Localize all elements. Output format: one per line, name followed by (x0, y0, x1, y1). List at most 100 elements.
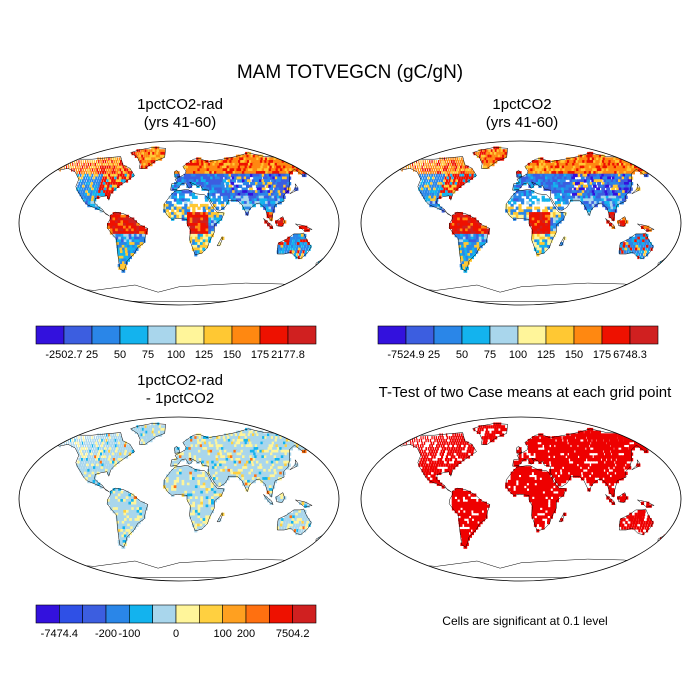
grid-cell (109, 171, 112, 175)
grid-cell (275, 192, 280, 197)
grid-cell (194, 520, 198, 525)
grid-cell (601, 173, 606, 178)
grid-cell (547, 220, 551, 224)
grid-cell (566, 157, 570, 161)
grid-cell (120, 255, 125, 260)
grid-cell (620, 244, 623, 249)
grid-cell (205, 223, 209, 227)
grid-cell (222, 468, 226, 473)
grid-cell (213, 203, 217, 208)
grid-cell (292, 515, 295, 519)
grid-cell (90, 477, 94, 481)
grid-cell (572, 182, 577, 186)
grid-cell (495, 154, 498, 158)
grid-cell (133, 427, 136, 432)
panel-title-line: (yrs 41-60) (143, 114, 217, 131)
grid-cell (610, 168, 615, 172)
grid-cell (106, 171, 109, 175)
grid-cell (286, 187, 291, 191)
grid-cell (117, 507, 122, 511)
grid-cell (200, 171, 204, 175)
grid-cell (87, 477, 91, 481)
grid-cell (597, 184, 602, 188)
grid-cell (589, 151, 594, 156)
grid-cell (120, 509, 125, 514)
grid-cell (117, 458, 121, 462)
grid-cell (200, 203, 204, 208)
grid-cell (273, 179, 278, 183)
grid-cell (274, 195, 278, 199)
grid-cell (232, 171, 237, 175)
grid-cell (268, 479, 272, 484)
grid-cell (148, 160, 151, 164)
grid-cell (628, 239, 632, 243)
grid-cell (470, 236, 475, 240)
grid-cell (486, 231, 490, 235)
grid-cell (577, 198, 582, 202)
grid-cell (245, 488, 249, 492)
grid-cell (210, 488, 215, 492)
grid-cell (122, 250, 127, 254)
grid-cell (419, 165, 421, 169)
grid-cell (276, 195, 281, 199)
grid-cell (465, 217, 469, 221)
grid-cell (126, 444, 129, 448)
grid-cell (125, 217, 129, 221)
grid-cell (557, 182, 562, 186)
grid-cell (454, 212, 458, 216)
grid-cell (116, 247, 121, 251)
grid-cell (454, 225, 458, 229)
grid-cell (176, 490, 180, 495)
grid-cell (273, 460, 278, 464)
grid-cell (144, 425, 147, 429)
grid-cell (120, 531, 125, 536)
grid-cell (208, 485, 212, 489)
grid-cell (133, 504, 137, 508)
grid-cell (396, 165, 398, 169)
grid-cell (115, 449, 118, 454)
grid-cell (119, 247, 124, 251)
grid-cell (140, 149, 143, 153)
grid-cell (221, 447, 225, 451)
grid-cell (149, 154, 152, 158)
grid-cell (423, 165, 426, 169)
grid-cell (81, 463, 84, 467)
grid-cell (76, 162, 78, 167)
grid-cell (266, 444, 271, 448)
grid-cell (95, 452, 98, 456)
coastline (558, 236, 566, 247)
grid-cell (120, 228, 124, 232)
grid-cell (604, 203, 609, 208)
grid-cell (274, 198, 279, 202)
grid-cell (538, 162, 542, 167)
grid-cell (642, 247, 645, 251)
grid-cell (398, 162, 400, 167)
grid-cell (107, 438, 110, 443)
grid-cell (260, 458, 264, 462)
grid-cell (254, 179, 259, 183)
grid-cell (271, 449, 276, 454)
grid-cell (544, 209, 549, 213)
grid-cell (239, 438, 243, 443)
grid-cell (457, 236, 462, 240)
grid-cell (210, 198, 214, 202)
grid-cell (253, 447, 258, 451)
grid-cell (639, 236, 643, 240)
grid-cell (202, 509, 207, 514)
grid-cell (168, 195, 172, 199)
grid-cell (98, 438, 101, 443)
grid-cell (307, 441, 313, 445)
grid-cell (535, 182, 539, 186)
grid-cell (431, 168, 433, 172)
grid-cell (616, 182, 621, 186)
grid-cell (210, 490, 215, 495)
grid-cell (179, 458, 183, 462)
grid-cell (639, 250, 642, 254)
grid-cell (238, 173, 242, 178)
grid-cell (280, 173, 285, 178)
grid-cell (186, 485, 191, 489)
grid-cell (269, 447, 275, 451)
grid-cell (278, 179, 283, 183)
grid-cell (150, 151, 153, 156)
grid-cell (189, 223, 193, 227)
